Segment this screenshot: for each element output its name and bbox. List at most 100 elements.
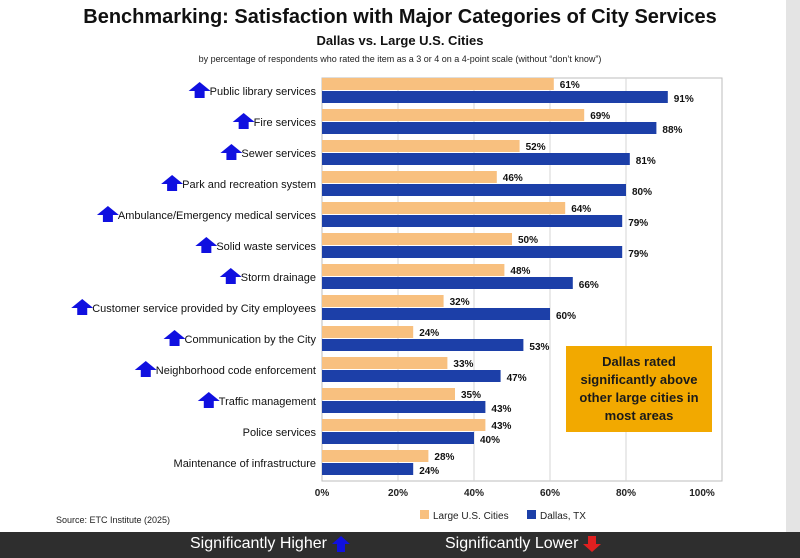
category-label: Sewer services <box>241 148 316 160</box>
up-arrow-icon <box>195 237 218 253</box>
up-arrow-icon <box>96 206 119 222</box>
category-label: Communication by the City <box>185 334 317 346</box>
data-label-large-us-cities: 48% <box>510 266 530 277</box>
source-note: Source: ETC Institute (2025) <box>56 515 171 525</box>
category-label: Public library services <box>210 86 317 98</box>
data-label-dallas: 81% <box>636 156 656 167</box>
x-tick-label: 40% <box>464 488 484 499</box>
bar-dallas <box>322 308 550 320</box>
down-arrow-icon <box>583 536 602 552</box>
footer-lower: Significantly Lower <box>445 535 602 553</box>
bar-large-us-cities <box>322 78 554 90</box>
data-label-large-us-cities: 46% <box>503 173 523 184</box>
data-label-dallas: 47% <box>507 373 527 384</box>
data-label-dallas: 91% <box>674 94 694 105</box>
bar-large-us-cities <box>322 140 520 152</box>
bar-dallas <box>322 339 524 351</box>
slide-edge <box>786 0 800 532</box>
bar-dallas <box>322 246 623 258</box>
bar-dallas <box>322 153 630 165</box>
data-label-dallas: 66% <box>579 280 599 291</box>
bar-large-us-cities <box>322 264 505 276</box>
bar-large-us-cities <box>322 357 448 369</box>
bar-large-us-cities <box>322 450 429 462</box>
legend-swatch-large-us-cities <box>420 510 429 519</box>
x-tick-label: 60% <box>540 488 560 499</box>
up-arrow-icon <box>232 113 255 129</box>
data-label-dallas: 80% <box>632 187 652 198</box>
up-arrow-icon <box>71 299 94 315</box>
data-label-large-us-cities: 43% <box>491 421 511 432</box>
bar-large-us-cities <box>322 202 566 214</box>
up-arrow-icon <box>163 330 186 346</box>
data-label-dallas: 79% <box>628 218 648 229</box>
bar-chart: 0% 20% 40% 60% 80% 100% 61% 91% Public library s… <box>71 77 723 522</box>
category-label: Storm drainage <box>241 272 316 284</box>
bar-dallas <box>322 432 474 444</box>
bar-dallas <box>322 184 626 196</box>
data-label-large-us-cities: 61% <box>560 80 580 91</box>
data-label-large-us-cities: 69% <box>590 111 610 122</box>
data-label-large-us-cities: 32% <box>450 297 470 308</box>
footer-bar: Significantly Higher Significantly Lower <box>0 532 800 558</box>
bar-dallas <box>322 277 573 289</box>
bar-dallas <box>322 370 501 382</box>
up-arrow-icon <box>197 392 220 408</box>
x-tick-label: 0% <box>315 488 330 499</box>
data-label-large-us-cities: 33% <box>453 359 473 370</box>
up-arrow-icon <box>219 268 242 284</box>
data-label-dallas: 79% <box>628 249 648 260</box>
bar-dallas <box>322 215 623 227</box>
category-label: Neighborhood code enforcement <box>156 365 316 377</box>
bar-dallas <box>322 463 414 475</box>
footer-higher-label: Significantly Higher <box>190 535 327 552</box>
up-arrow-icon <box>134 361 157 377</box>
bar-large-us-cities <box>322 326 414 338</box>
data-label-dallas: 53% <box>529 342 549 353</box>
legend-label-large-us-cities: Large U.S. Cities <box>433 511 509 522</box>
up-arrow-icon <box>331 536 350 552</box>
bar-dallas <box>322 122 657 134</box>
category-label: Police services <box>243 427 317 439</box>
data-label-large-us-cities: 35% <box>461 390 481 401</box>
footer-lower-label: Significantly Lower <box>445 535 579 552</box>
bar-dallas <box>322 401 486 413</box>
data-label-dallas: 88% <box>662 125 682 136</box>
data-label-dallas: 60% <box>556 311 576 322</box>
data-label-dallas: 43% <box>491 404 511 415</box>
data-label-large-us-cities: 24% <box>419 328 439 339</box>
x-tick-label: 80% <box>616 488 636 499</box>
bar-large-us-cities <box>322 233 512 245</box>
up-arrow-icon <box>188 82 211 98</box>
up-arrow-icon <box>220 144 243 160</box>
chart-title: Benchmarking: Satisfaction with Major Ca… <box>83 6 717 28</box>
bar-large-us-cities <box>322 295 444 307</box>
data-label-large-us-cities: 64% <box>571 204 591 215</box>
footer-higher: Significantly Higher <box>190 535 351 553</box>
category-label: Fire services <box>254 117 317 129</box>
legend-label-dallas: Dallas, TX <box>540 511 586 522</box>
bar-dallas <box>322 91 668 103</box>
chart-subtitle: Dallas vs. Large U.S. Cities <box>316 33 484 48</box>
category-label: Ambulance/Emergency medical services <box>118 210 317 222</box>
data-label-dallas: 24% <box>419 466 439 477</box>
callout-box: Dallas rated significantly above other l… <box>566 346 712 432</box>
chart-note: by percentage of respondents who rated t… <box>198 54 602 64</box>
bar-large-us-cities <box>322 419 486 431</box>
bar-large-us-cities <box>322 388 455 400</box>
category-label: Maintenance of infrastructure <box>174 458 316 470</box>
legend-swatch-dallas <box>527 510 536 519</box>
data-label-large-us-cities: 52% <box>526 142 546 153</box>
category-label: Solid waste services <box>216 241 316 253</box>
category-label: Park and recreation system <box>182 179 316 191</box>
category-label: Traffic management <box>219 396 316 408</box>
bar-large-us-cities <box>322 109 585 121</box>
data-label-dallas: 40% <box>480 435 500 446</box>
x-tick-label: 20% <box>388 488 408 499</box>
bar-large-us-cities <box>322 171 497 183</box>
data-label-large-us-cities: 50% <box>518 235 538 246</box>
x-tick-label: 100% <box>689 488 715 499</box>
data-label-large-us-cities: 28% <box>434 452 454 463</box>
category-label: Customer service provided by City employ… <box>92 303 316 315</box>
up-arrow-icon <box>161 175 184 191</box>
